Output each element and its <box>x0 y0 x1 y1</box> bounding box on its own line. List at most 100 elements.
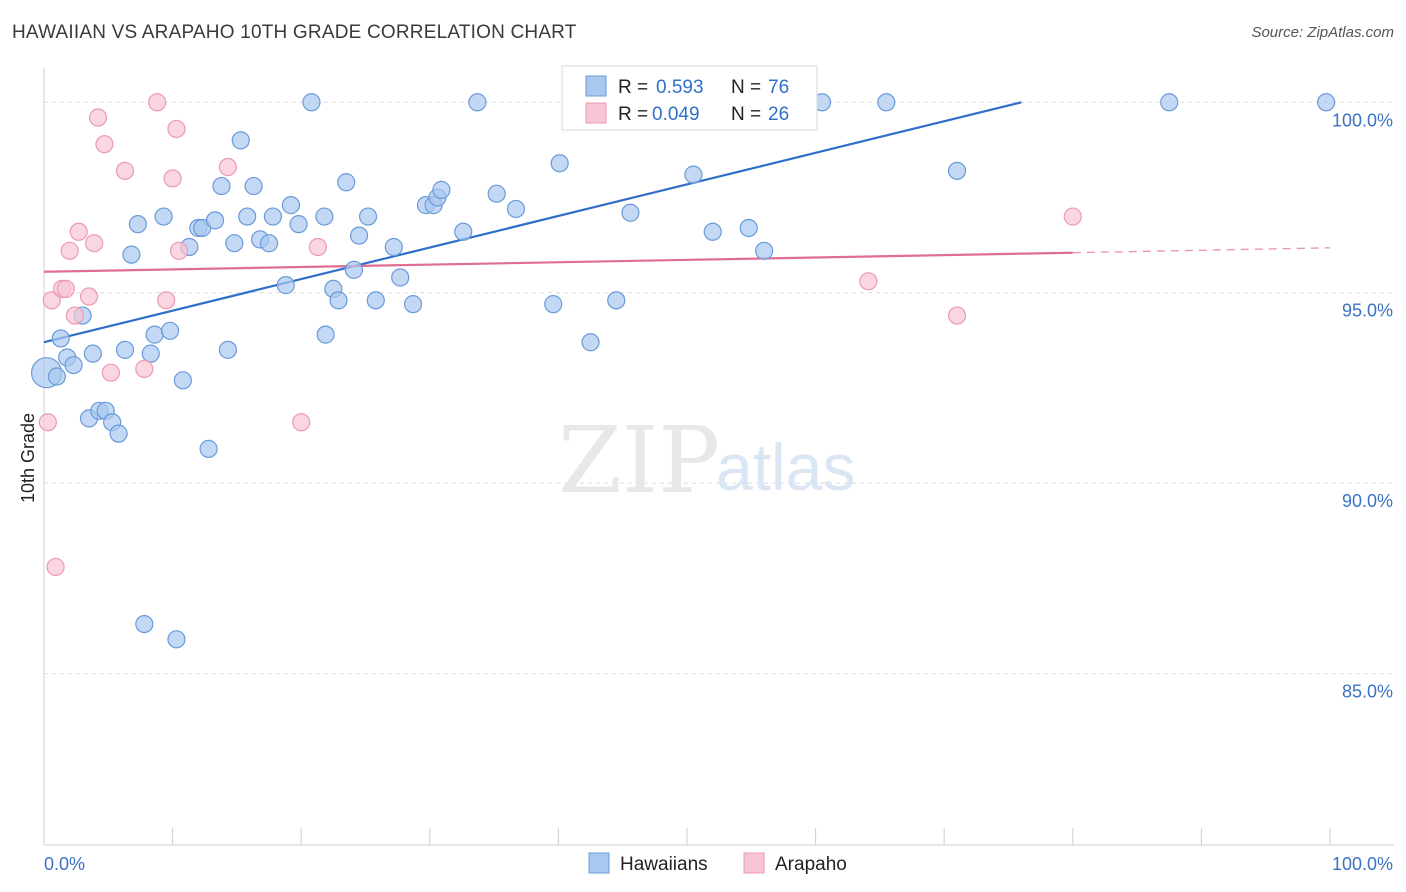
data-point-arapaho <box>60 241 79 260</box>
legend-n-label-hawaiians: N = <box>731 77 761 98</box>
stats-legend: R = 0.593 N = 76 R = 0.049 N = 26 <box>561 65 818 131</box>
data-point-arapaho <box>947 306 967 325</box>
legend-n-value-hawaiians: 76 <box>768 77 789 98</box>
data-point-arapaho <box>56 279 75 299</box>
x-tick-label-left: 0.0% <box>44 854 85 874</box>
data-point-hawaiians <box>349 226 369 245</box>
y-tick-label: 100.0% <box>1332 110 1393 130</box>
data-point-hawaiians <box>607 291 626 310</box>
data-point-hawaiians <box>877 93 896 112</box>
data-point-hawaiians <box>550 154 569 173</box>
data-point-hawaiians <box>135 614 154 634</box>
data-point-arapaho <box>38 413 57 432</box>
data-point-arapaho <box>88 108 108 127</box>
tick-labels: 100.0% 95.0% 90.0% 85.0% 0.0% 100.0% <box>44 110 1393 874</box>
data-point-hawaiians <box>344 260 364 279</box>
data-point-hawaiians <box>145 325 164 344</box>
y-tick-label: 90.0% <box>1342 491 1393 511</box>
data-point-hawaiians <box>154 207 173 226</box>
data-points <box>30 93 1336 649</box>
data-point-hawaiians <box>432 180 451 199</box>
data-point-hawaiians <box>51 329 70 348</box>
data-point-hawaiians <box>684 165 703 184</box>
data-point-hawaiians <box>487 184 506 203</box>
data-point-arapaho <box>79 287 99 306</box>
watermark-zip: ZIP <box>558 407 720 514</box>
legend-swatch-arapaho <box>585 102 607 124</box>
data-point-hawaiians <box>109 424 128 443</box>
data-point-arapaho <box>115 161 135 180</box>
data-point-hawaiians <box>64 355 83 375</box>
x-tick-label-right: 100.0% <box>1332 854 1393 874</box>
data-point-hawaiians <box>281 196 301 215</box>
data-point-hawaiians <box>160 321 180 340</box>
legend-r-value-arapaho: 0.049 <box>652 104 700 125</box>
legend-r-label-arapaho: R = <box>618 104 648 125</box>
data-point-hawaiians <box>544 295 563 314</box>
chart-title: HAWAIIAN VS ARAPAHO 10TH GRADE CORRELATI… <box>12 22 577 43</box>
data-point-arapaho <box>859 272 878 291</box>
data-point-hawaiians <box>115 340 135 359</box>
data-point-hawaiians <box>1160 93 1179 112</box>
legend-r-value-hawaiians: 0.593 <box>656 77 704 98</box>
data-point-arapaho <box>69 222 88 241</box>
data-point-arapaho <box>218 157 237 177</box>
data-point-arapaho <box>167 119 186 139</box>
series-legend-label-hawaiians: Hawaiians <box>620 854 708 875</box>
data-point-arapaho <box>135 359 154 378</box>
watermark-atlas: atlas <box>716 430 855 504</box>
data-point-hawaiians <box>259 234 279 253</box>
axes <box>43 68 1394 846</box>
data-point-hawaiians <box>468 93 487 112</box>
data-point-arapaho <box>157 291 176 310</box>
data-point-hawaiians <box>384 237 403 257</box>
data-point-hawaiians <box>83 344 102 363</box>
data-point-arapaho <box>95 135 114 154</box>
data-point-arapaho <box>65 306 84 325</box>
data-point-hawaiians <box>302 93 321 112</box>
data-point-hawaiians <box>263 207 283 226</box>
data-point-hawaiians <box>315 207 334 226</box>
legend-swatch-hawaiians <box>585 75 607 97</box>
series-legend-swatch-arapaho <box>743 852 765 874</box>
legend-r-label-hawaiians: R = <box>618 77 648 98</box>
data-point-hawaiians <box>289 215 308 234</box>
data-point-arapaho <box>1063 207 1082 226</box>
data-point-hawaiians <box>218 340 237 359</box>
data-point-hawaiians <box>621 203 640 222</box>
data-point-hawaiians <box>122 245 141 264</box>
data-point-hawaiians <box>581 333 600 352</box>
legend-n-label-arapaho: N = <box>731 104 761 125</box>
data-point-hawaiians <box>231 131 250 150</box>
data-point-hawaiians <box>358 207 378 226</box>
series-legend: Hawaiians Arapaho <box>588 852 847 875</box>
data-point-hawaiians <box>141 344 160 363</box>
watermark: ZIP atlas <box>558 407 855 514</box>
chart-source: Source: ZipAtlas.com <box>1251 24 1394 41</box>
data-point-arapaho <box>101 363 120 382</box>
data-point-hawaiians <box>454 222 473 241</box>
data-point-hawaiians <box>1317 93 1336 112</box>
data-point-arapaho <box>46 557 65 577</box>
series-legend-swatch-hawaiians <box>588 852 610 874</box>
data-point-hawaiians <box>403 295 423 314</box>
data-point-hawaiians <box>337 173 356 192</box>
data-point-hawaiians <box>366 291 385 310</box>
data-point-hawaiians <box>755 241 774 260</box>
data-point-hawaiians <box>212 176 231 196</box>
data-point-hawaiians <box>316 325 335 344</box>
data-point-arapaho <box>85 234 104 253</box>
data-point-hawaiians <box>238 207 257 226</box>
data-point-arapaho <box>169 241 189 260</box>
y-axis-label: 10th Grade <box>18 413 38 503</box>
trend-line-hawaiians <box>43 101 1022 344</box>
series-legend-label-arapaho: Arapaho <box>775 854 847 875</box>
legend-n-value-arapaho: 26 <box>768 104 789 125</box>
data-point-hawaiians <box>173 371 192 390</box>
trend-line-arapaho <box>43 251 1073 273</box>
trend-lines <box>43 101 1331 344</box>
data-point-hawaiians <box>329 291 348 310</box>
data-point-hawaiians <box>276 276 295 295</box>
data-point-arapaho <box>163 169 182 188</box>
